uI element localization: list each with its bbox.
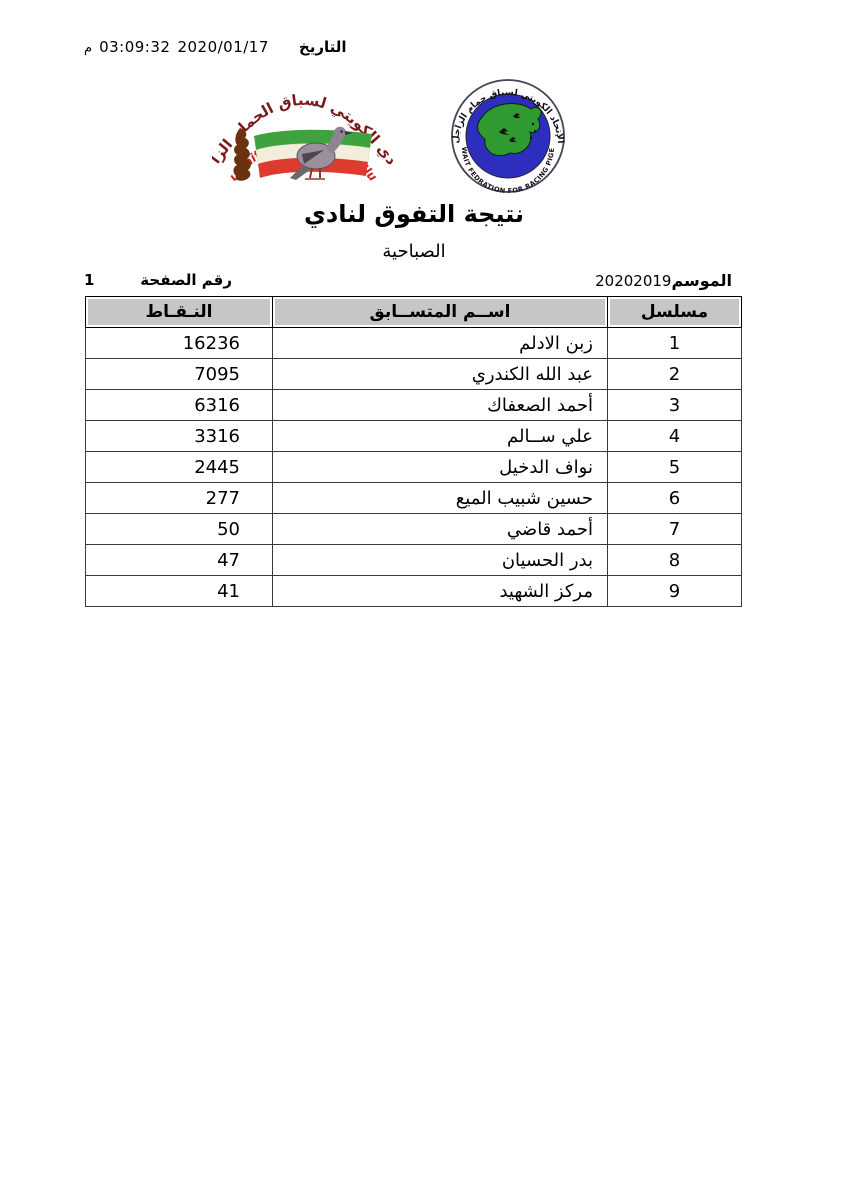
points-cell: 16236 [85, 327, 273, 359]
kuwait-map-graphic [477, 103, 542, 157]
points-cell: 277 [85, 482, 273, 514]
points-cell: 3316 [85, 420, 273, 452]
table-row: 5 نواف الدخيل 2445 [85, 451, 742, 483]
points-cell: 47 [85, 544, 273, 576]
club-logo: النادي الكويتي لسباق الحمام الزاجل Kuwai… [212, 68, 394, 184]
competitor-name-cell: عبد الله الكندري [272, 358, 608, 390]
points-cell: 50 [85, 513, 273, 545]
results-table: مسلسل اســم المتســابق النـقـاط 1 زبن ال… [85, 296, 742, 607]
club-name-subtitle: الصباحية [382, 241, 446, 262]
table-row: 6 حسين شبيب الميع 277 [85, 482, 742, 514]
competitor-name-cell: علي ســالم [272, 420, 608, 452]
serial-cell: 3 [607, 389, 742, 421]
points-cell: 6316 [85, 389, 273, 421]
competitor-name-cell: نواف الدخيل [272, 451, 608, 483]
competitor-name-cell: بدر الحسيان [272, 544, 608, 576]
season-line: الموسم 20202019 [595, 271, 732, 290]
time-value: 03:09:32 [99, 38, 171, 56]
header-serial: مسلسل [607, 296, 742, 328]
points-cell: 41 [85, 575, 273, 607]
table-header-row: مسلسل اســم المتســابق النـقـاط [85, 296, 742, 328]
table-row: 3 أحمد الصعفاك 6316 [85, 389, 742, 421]
points-cell: 2445 [85, 451, 273, 483]
pigeon-graphic [290, 126, 353, 180]
table-row: 2 عبد الله الكندري 7095 [85, 358, 742, 390]
table-row: 1 زبن الادلم 16236 [85, 327, 742, 359]
table-row: 8 بدر الحسيان 47 [85, 544, 742, 576]
page-number-label: رقم الصفحة [140, 271, 232, 289]
serial-cell: 9 [607, 575, 742, 607]
results-table-body: 1 زبن الادلم 16236 2 عبد الله الكندري 70… [85, 327, 742, 607]
meridiem-label: م [84, 41, 93, 56]
season-value: 20202019 [595, 272, 672, 290]
date-value: 2020/01/17 [177, 38, 269, 56]
season-label: الموسم [671, 271, 732, 290]
competitor-name-cell: أحمد الصعفاك [272, 389, 608, 421]
competitor-name-cell: زبن الادلم [272, 327, 608, 359]
competitor-name-cell: مركز الشهيد [272, 575, 608, 607]
table-row: 9 مركز الشهيد 41 [85, 575, 742, 607]
page-number-value: 1 [84, 271, 95, 289]
points-cell: 7095 [85, 358, 273, 390]
page-number-line: رقم الصفحة 1 [84, 271, 232, 289]
map-pigeons-graphic [499, 113, 536, 142]
serial-cell: 7 [607, 513, 742, 545]
serial-cell: 5 [607, 451, 742, 483]
page-title: نتيجة التفوق لنادي [303, 200, 525, 228]
header-competitor-name: اســم المتســابق [272, 296, 608, 328]
table-row: 4 علي ســالم 3316 [85, 420, 742, 452]
table-row: 7 أحمد قاضي 50 [85, 513, 742, 545]
competitor-name-cell: حسين شبيب الميع [272, 482, 608, 514]
competitor-name-cell: أحمد قاضي [272, 513, 608, 545]
serial-cell: 8 [607, 544, 742, 576]
serial-cell: 2 [607, 358, 742, 390]
federation-logo: الإتحاد الكويتي لسباق حمام الزاجل KUWAIT… [443, 76, 565, 195]
header-points: النـقـاط [85, 296, 273, 328]
date-label: التاريخ [298, 38, 347, 56]
serial-cell: 6 [607, 482, 742, 514]
date-line: التاريخ 2020/01/17 03:09:32 م [84, 38, 347, 56]
serial-cell: 4 [607, 420, 742, 452]
palm-trunk-graphic [233, 128, 251, 181]
serial-cell: 1 [607, 327, 742, 359]
